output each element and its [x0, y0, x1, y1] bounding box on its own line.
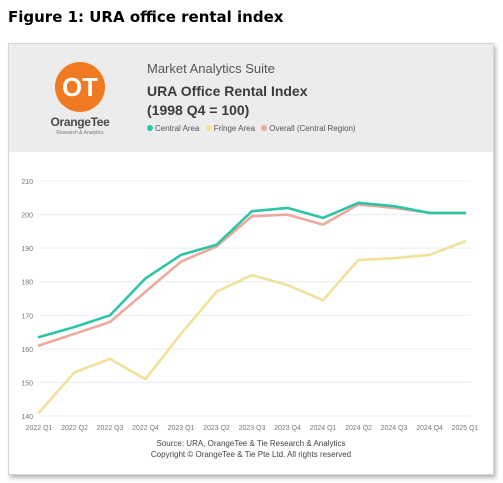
chart-card: OT OrangeTee Research & Analytics Market…: [8, 43, 494, 475]
brand-name: OrangeTee: [50, 115, 110, 129]
series-line-central-area: [37, 201, 467, 339]
x-tick-label: 2022 Q4: [132, 425, 159, 432]
source-note: Source: URA, OrangeTee & Tie Research & …: [9, 438, 493, 460]
x-tick-label: 2024 Q4: [416, 425, 443, 432]
legend-label-central: Central Area: [155, 124, 200, 133]
y-tick-label: 210: [21, 179, 33, 186]
chart-title: URA Office Rental Index (1998 Q4 = 100): [147, 82, 427, 120]
source-line: Source: URA, OrangeTee & Tie Research & …: [156, 439, 346, 448]
y-tick-label: 200: [21, 213, 33, 220]
legend-swatch-central: [147, 125, 153, 131]
logo-monogram: OT: [62, 72, 98, 102]
y-tick-label: 150: [21, 380, 33, 387]
chart-title-line2: (1998 Q4 = 100): [147, 102, 250, 118]
y-tick-label: 190: [21, 246, 33, 253]
x-tick-label: 2023 Q1: [168, 425, 195, 432]
x-tick-label: 2022 Q1: [26, 425, 53, 432]
y-tick-label: 170: [21, 313, 33, 320]
legend-swatch-overall: [261, 125, 268, 131]
figure-title: Figure 1: URA office rental index: [8, 8, 284, 26]
y-tick-label: 160: [21, 347, 33, 354]
x-tick-label: 2022 Q2: [61, 425, 88, 432]
line-chart: 140 150 160 170 180 190 200 210 2022 Q1 2022 Q2 20…: [21, 179, 479, 432]
copyright-line: Copyright © OrangeTee & Tie Pte Ltd. All…: [150, 450, 352, 459]
chart-title-line1: URA Office Rental Index: [147, 83, 308, 99]
legend-swatch-fringe: [205, 125, 212, 131]
brand-tagline: Research & Analytics: [56, 130, 104, 136]
chart-header: OT OrangeTee Research & Analytics Market…: [9, 44, 493, 152]
legend: Central Area Fringe Area Overall (Centra…: [147, 124, 360, 133]
x-tick-label: 2024 Q2: [345, 425, 372, 432]
series-line-overall: [37, 203, 467, 347]
x-tick-label: 2024 Q1: [310, 425, 337, 432]
suite-label: Market Analytics Suite: [147, 61, 275, 76]
y-tick-label: 140: [21, 414, 33, 421]
legend-label-fringe: Fringe Area: [213, 124, 256, 133]
x-tick-label: 2023 Q4: [274, 425, 301, 432]
legend-item-fringe: Fringe Area: [205, 124, 256, 133]
x-tick-label: 2025 Q1: [452, 425, 479, 432]
orangetee-logo: OT: [55, 62, 105, 112]
legend-label-overall: Overall (Central Region): [269, 124, 356, 133]
legend-item-overall: Overall (Central Region): [261, 124, 356, 133]
x-tick-label: 2024 Q3: [381, 425, 408, 432]
y-tick-label: 180: [21, 280, 33, 287]
legend-item-central: Central Area: [147, 124, 199, 133]
x-tick-label: 2023 Q3: [239, 425, 266, 432]
series-line-fringe-area: [37, 240, 467, 414]
x-tick-label: 2022 Q3: [97, 425, 124, 432]
x-tick-label: 2023 Q2: [203, 425, 230, 432]
